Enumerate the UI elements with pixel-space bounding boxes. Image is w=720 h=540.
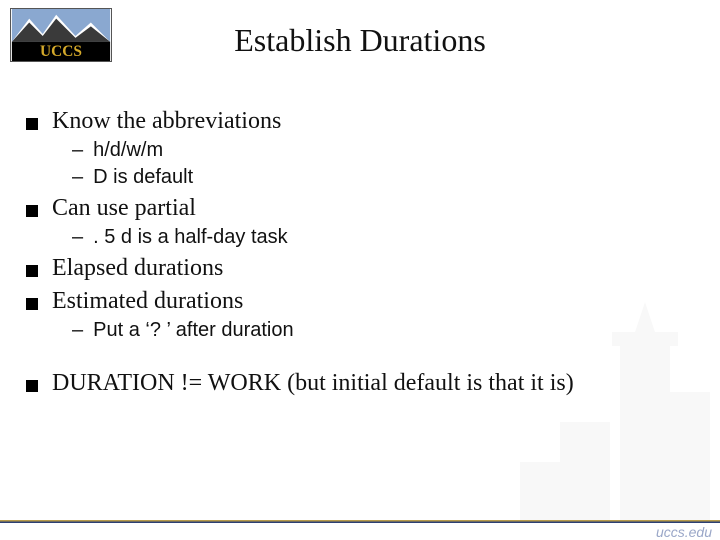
bullet-l1: Elapsed durations: [26, 255, 700, 282]
sub-bullet-text: Put a ‘? ’ after duration: [93, 319, 294, 342]
dash-icon: –: [72, 166, 83, 189]
bullet-text: Elapsed durations: [52, 255, 223, 282]
square-bullet-icon: [26, 298, 38, 310]
bullet-l1: Can use partial: [26, 195, 700, 222]
dash-icon: –: [72, 139, 83, 162]
slide-body: Know the abbreviations – h/d/w/m – D is …: [26, 102, 700, 399]
footer-divider: [0, 520, 720, 523]
sub-bullet-text: . 5 d is a half-day task: [93, 226, 288, 249]
square-bullet-icon: [26, 380, 38, 392]
bullet-text: Know the abbreviations: [52, 108, 281, 135]
bullet-l1: Know the abbreviations: [26, 108, 700, 135]
bullet-l2: – . 5 d is a half-day task: [72, 226, 700, 249]
sub-bullet-text: h/d/w/m: [93, 139, 163, 162]
bullet-l1: DURATION != WORK (but initial default is…: [26, 370, 700, 397]
square-bullet-icon: [26, 118, 38, 130]
bullet-text: Estimated durations: [52, 288, 243, 315]
square-bullet-icon: [26, 265, 38, 277]
bullet-l2: – Put a ‘? ’ after duration: [72, 319, 700, 342]
bullet-text: DURATION != WORK (but initial default is…: [52, 370, 574, 397]
dash-icon: –: [72, 319, 83, 342]
dash-icon: –: [72, 226, 83, 249]
slide-title: Establish Durations: [0, 22, 720, 59]
bullet-l2: – h/d/w/m: [72, 139, 700, 162]
square-bullet-icon: [26, 205, 38, 217]
sub-bullet-text: D is default: [93, 166, 193, 189]
footer-url: uccs.edu: [656, 524, 712, 540]
bullet-l1: Estimated durations: [26, 288, 700, 315]
bullet-text: Can use partial: [52, 195, 196, 222]
slide: UCCS Establish Durations Know the abbrev…: [0, 0, 720, 540]
bullet-l2: – D is default: [72, 166, 700, 189]
